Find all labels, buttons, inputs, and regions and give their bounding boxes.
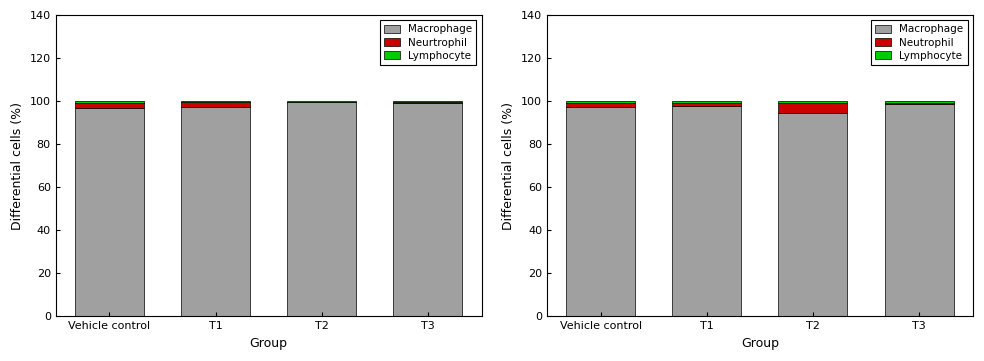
Bar (75, 101, 144, 103)
Bar (181, 102, 250, 106)
Bar (75, 108, 144, 317)
Bar (567, 103, 636, 106)
Bar (181, 101, 250, 102)
Bar (567, 106, 636, 317)
Bar (394, 103, 462, 317)
Y-axis label: Differential cells (%): Differential cells (%) (503, 102, 516, 230)
Bar (287, 101, 356, 102)
Y-axis label: Differential cells (%): Differential cells (%) (11, 102, 25, 230)
Bar (778, 113, 847, 317)
Bar (672, 101, 741, 103)
Bar (394, 102, 462, 103)
Bar (75, 103, 144, 108)
X-axis label: Group: Group (741, 337, 779, 350)
Bar (394, 101, 462, 102)
Bar (885, 101, 953, 103)
Bar (885, 104, 953, 317)
Bar (181, 106, 250, 317)
Bar (672, 103, 741, 106)
Legend: Macrophage, Neurtrophil, Lymphocyte: Macrophage, Neurtrophil, Lymphocyte (380, 20, 476, 65)
Bar (287, 102, 356, 317)
Bar (778, 103, 847, 113)
Bar (885, 103, 953, 104)
Legend: Macrophage, Neutrophil, Lymphocyte: Macrophage, Neutrophil, Lymphocyte (871, 20, 967, 65)
X-axis label: Group: Group (250, 337, 287, 350)
Bar (672, 106, 741, 317)
Bar (567, 101, 636, 103)
Bar (778, 101, 847, 103)
